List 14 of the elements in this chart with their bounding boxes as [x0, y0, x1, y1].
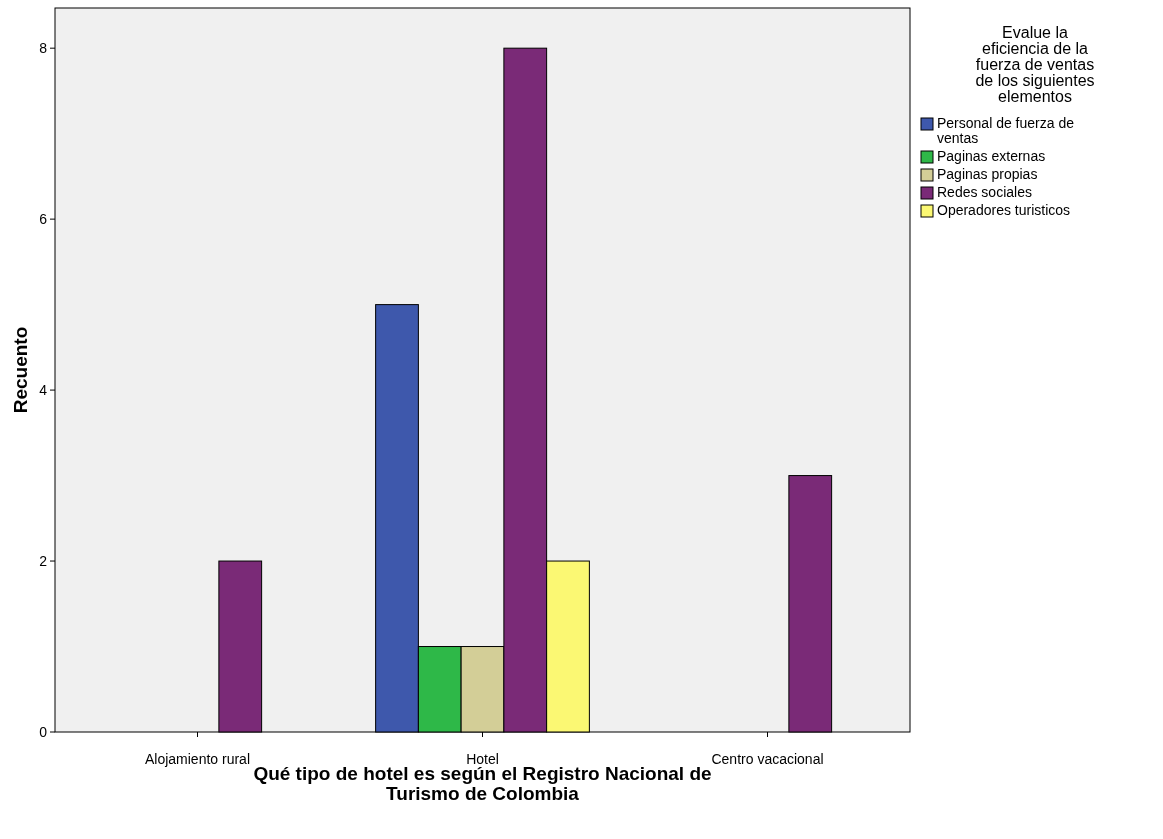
y-tick-label: 6 [39, 211, 48, 228]
y-tick-label: 0 [39, 724, 48, 740]
y-axis-title: Recuento [10, 326, 31, 414]
legend-label: Paginas externas [937, 148, 1046, 164]
legend-label: Paginas propias [937, 166, 1038, 182]
y-tick-label: 8 [39, 40, 48, 57]
legend-label: Operadores turisticos [937, 202, 1071, 218]
x-tick-label: Centro vacacional [711, 751, 824, 767]
y-tick-label: 4 [39, 382, 48, 399]
x-tick-label: Alojamiento rural [144, 751, 251, 767]
legend-label: Redes sociales [937, 184, 1032, 200]
y-tick-label: 2 [39, 553, 48, 570]
legend-label: Personal de fuerza de ventas [937, 115, 1075, 146]
legend-title: Evalue la eficiencia de la fuerza de ventas de los siguientes elementos [975, 24, 1095, 105]
